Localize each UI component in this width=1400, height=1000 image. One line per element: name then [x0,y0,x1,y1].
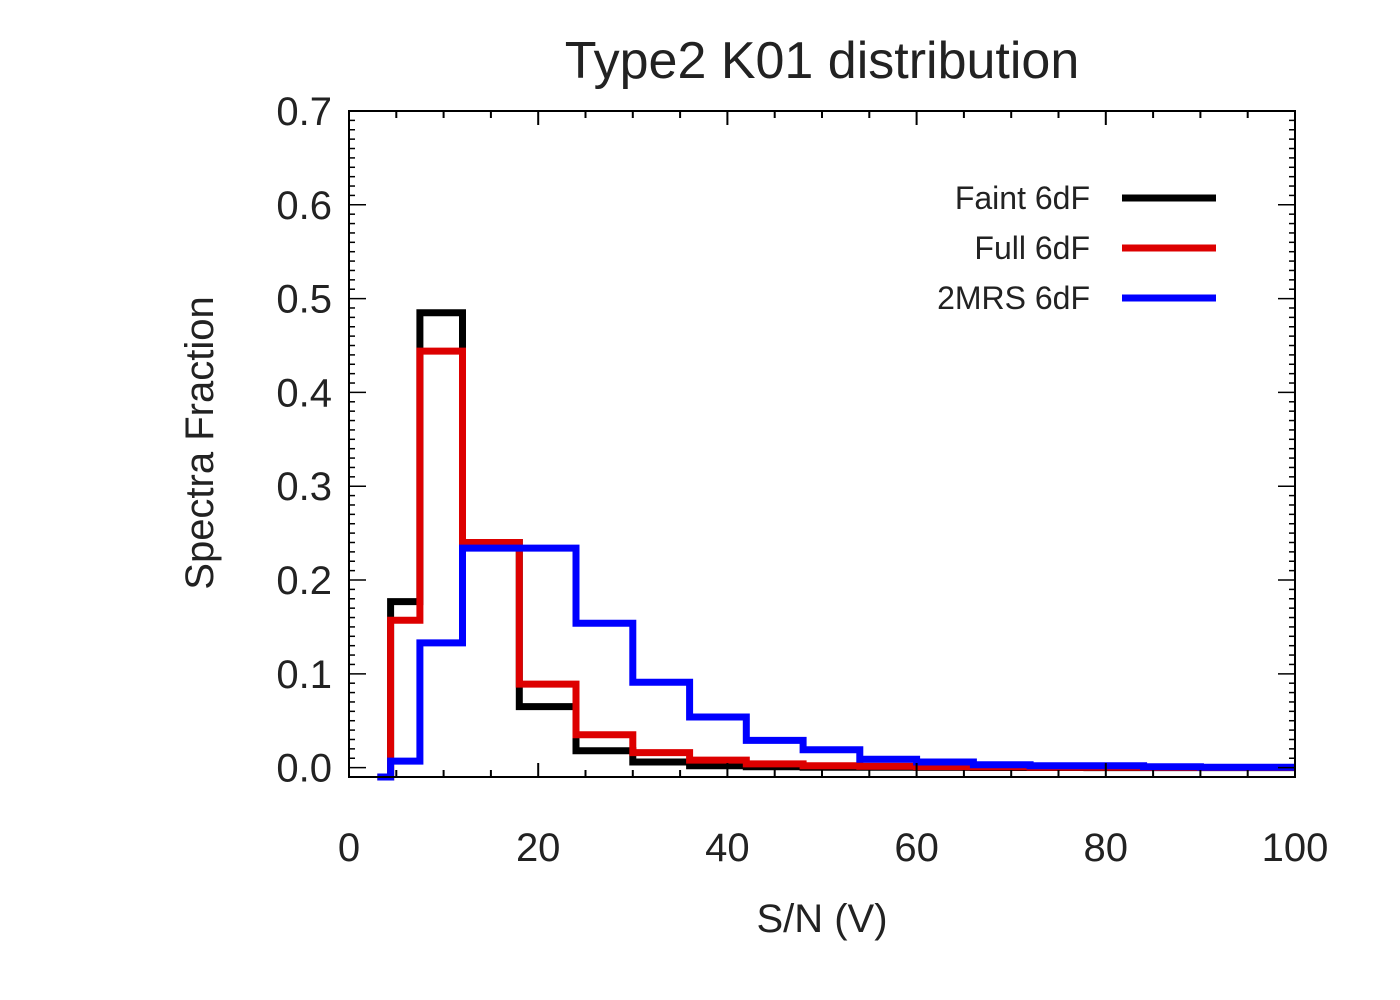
chart-title: Type2 K01 distribution [565,32,1080,90]
x-axis-label: S/N (V) [756,897,887,941]
tick-labels-layer: 0 20 40 60 80 100 0.0 0.1 0.2 0.3 0.4 0.5 0.6 0.7 [276,90,1328,870]
x-tick-label: 20 [516,826,561,870]
y-tick-label: 0.0 [276,747,332,791]
y-tick-label: 0.6 [276,184,332,228]
series-line-2mrs-6df [377,544,1295,781]
y-tick-label: 0.5 [276,278,332,322]
legend-label: 2MRS 6dF [937,280,1090,316]
y-axis-label: Spectra Fraction [178,296,222,589]
series-line-full-6df [377,347,1295,781]
y-tick-label: 0.4 [276,371,332,415]
y-tick-label: 0.2 [276,559,332,603]
x-tick-label: 60 [894,826,939,870]
y-tick-label: 0.7 [276,90,332,134]
y-tick-label: 0.3 [276,465,332,509]
y-tick-label: 0.1 [276,653,332,697]
x-tick-label: 80 [1084,826,1129,870]
ticks-layer [348,110,1296,777]
legend-label: Faint 6dF [955,180,1090,216]
plot-frame [348,110,1296,778]
legend: Faint 6dF Full 6dF 2MRS 6dF [937,180,1216,316]
x-tick-label: 0 [338,826,360,870]
x-tick-label: 40 [705,826,750,870]
series-layer [377,309,1295,781]
x-tick-label: 100 [1262,826,1329,870]
legend-label: Full 6dF [974,230,1090,266]
